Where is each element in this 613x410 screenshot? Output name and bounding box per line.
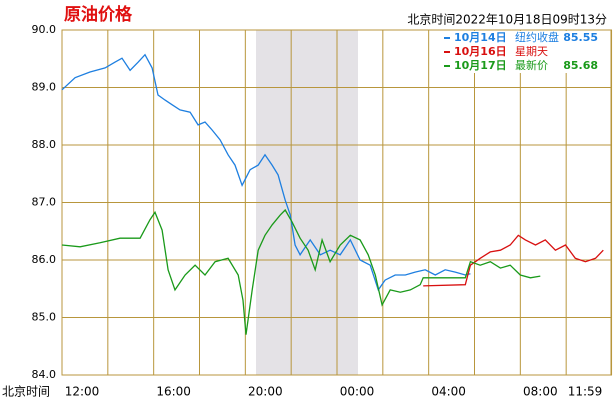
legend-box [440,31,610,73]
legend-note: 纽约收盘 [515,30,559,44]
y-tick-label: 85.0 [32,311,57,324]
x-tick-label: 11:59 [568,385,603,399]
series-line [61,53,471,292]
series-line [61,208,541,335]
series-line [423,234,604,287]
y-tick-label: 86.0 [32,253,57,266]
legend-label: 10月14日 [454,31,507,44]
chart-title: 原油价格 [64,4,133,25]
legend-note: 最新价 [515,58,548,72]
y-tick-label: 89.0 [32,81,57,94]
x-tick-label: 20:00 [248,385,283,399]
y-tick-label: 88.0 [32,138,57,151]
plot-frame [61,29,612,376]
y-tick-label: 90.0 [32,23,57,36]
legend-label: 10月16日 [454,45,507,58]
x-axis-label: 北京时间 [2,385,50,399]
x-tick-label: 12:00 [65,385,100,399]
x-tick-label: 16:00 [156,385,191,399]
legend-note: 星期天 [515,45,548,58]
legend-value: 85.68 [563,59,598,72]
subtitle: 北京时间2022年10月18日09时13分 [407,13,607,27]
y-tick-label: 87.0 [32,196,57,209]
legend-value: 85.55 [563,31,598,44]
legend-label: 10月17日 [454,59,507,72]
x-tick-label: 08:00 [523,385,558,399]
y-tick-label: 84.0 [32,368,57,381]
x-tick-label: 04:00 [431,385,466,399]
x-tick-label: 00:00 [340,385,375,399]
